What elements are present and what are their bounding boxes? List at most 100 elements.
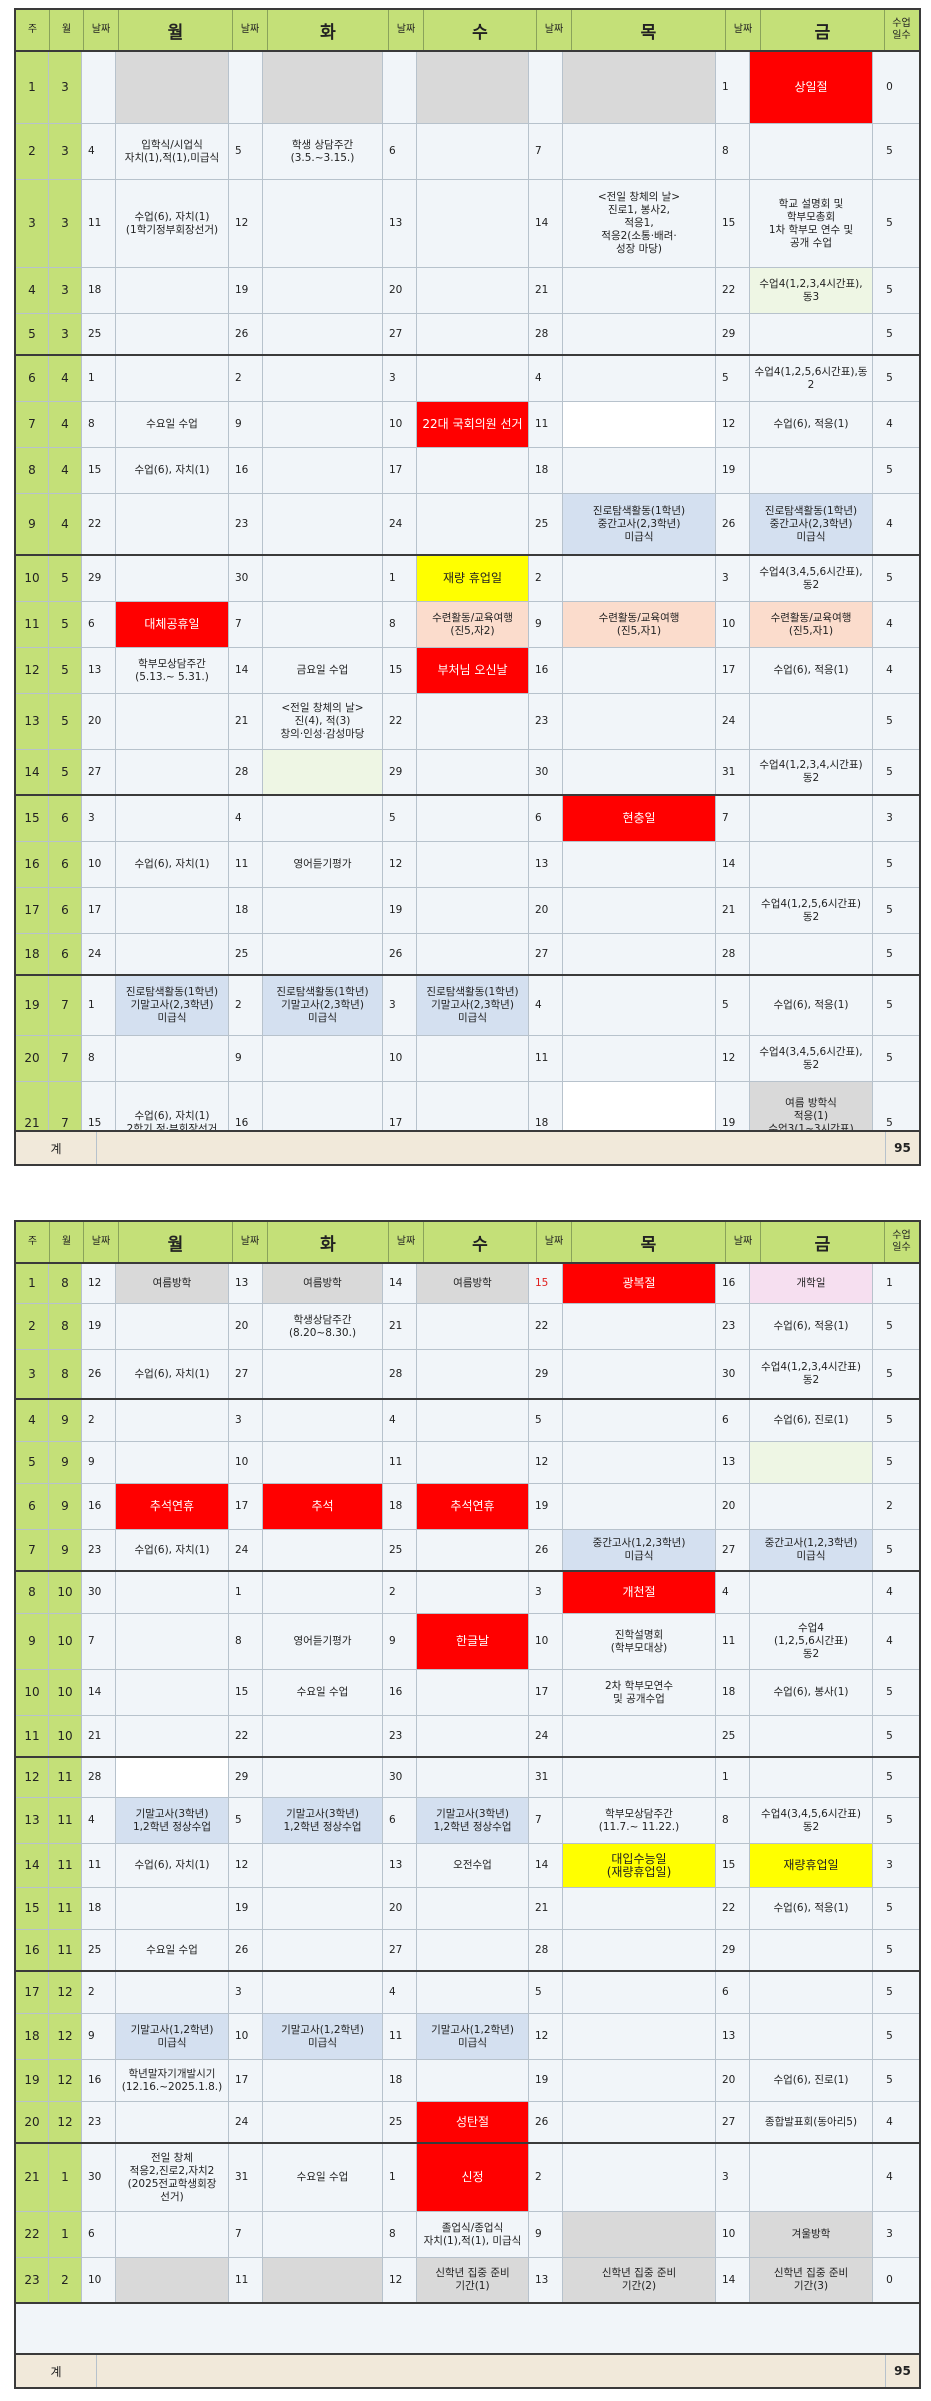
date-cell: 27: [529, 934, 563, 974]
event-cell-mon: [116, 268, 229, 313]
event-cell-fri: 수업4 (1,2,5,6시간표) 동2: [750, 1614, 873, 1669]
table-row: 20 12 23 24 25 성탄절 26 27 종합발표회(동아리5) 4: [16, 2102, 919, 2144]
week-number: 13: [16, 694, 49, 749]
table-row: 15 6 3 4 5 6 현충일 7 3: [16, 796, 919, 842]
month-number: 4: [49, 494, 82, 554]
date-cell: 10: [383, 1036, 417, 1081]
table-row: 9 10 7 8 영어듣기평가 9 한글날 10 진학설명회 (학부모대상) 11 수업4 (1,2…: [16, 1614, 919, 1670]
event-cell-mon: 수업(6), 자치(1): [116, 1530, 229, 1570]
event-cell-tue: [263, 1350, 383, 1398]
event-cell-mon: [116, 494, 229, 554]
table-row: 4 3 18 19 20 21 22 수업4(1,2,3,4시간표), 동3 5: [16, 268, 919, 314]
header-date: 날짜: [726, 10, 761, 50]
event-cell-fri: [750, 124, 873, 179]
date-cell: 6: [716, 1972, 750, 2013]
week-number: 2: [16, 1304, 49, 1349]
week-number: 11: [16, 602, 49, 647]
table-row: 6 9 16 추석연휴 17 추석 18 추석연휴 19 20 2: [16, 1484, 919, 1530]
date-cell: 12: [383, 842, 417, 887]
event-cell-thu: [563, 402, 716, 447]
class-days-count: 4: [886, 418, 893, 430]
event-cell-mon: [116, 356, 229, 401]
date-cell: 22: [716, 1888, 750, 1929]
date-cell: 11: [82, 180, 116, 267]
date-cell: 14: [716, 2258, 750, 2302]
event-cell-thu: 현충일: [563, 796, 716, 841]
date-cell: 16: [229, 1082, 263, 1164]
event-cell-thu: 신학년 집중 준비 기간(2): [563, 2258, 716, 2302]
date-cell: 17: [383, 448, 417, 493]
date-cell: 8: [383, 602, 417, 647]
date-cell: 12: [82, 1264, 116, 1303]
event-cell-tue: [263, 448, 383, 493]
date-cell: 4: [229, 796, 263, 841]
event-cell-tue: 여름방학: [263, 1264, 383, 1303]
table-row: 4 9 2 3 4 5 6 수업(6), 진로(1) 5: [16, 1400, 919, 1442]
date-cell: 30: [529, 750, 563, 794]
event-cell-thu: [563, 1350, 716, 1398]
table-row: 3 8 26 수업(6), 자치(1) 27 28 29 30 수업4(1,2,3,4시간표) …: [16, 1350, 919, 1400]
event-cell-mon: 기말고사(1,2학년) 미급식: [116, 2014, 229, 2059]
event-cell-fri: 수업(6), 봉사(1): [750, 1670, 873, 1715]
date-cell: 25: [82, 1930, 116, 1970]
date-cell: 15: [716, 180, 750, 267]
event-cell-fri: 수업(6), 진로(1): [750, 2060, 873, 2101]
date-cell: 13: [716, 1442, 750, 1483]
total-row: 계 95: [16, 2353, 919, 2387]
event-cell-thu: [563, 52, 716, 123]
event-cell-tue: [263, 796, 383, 841]
month-number: 12: [49, 2102, 82, 2142]
event-cell-mon: 수요일 수업: [116, 402, 229, 447]
event-cell-mon: 여름방학: [116, 1264, 229, 1303]
event-cell-thu: [563, 1930, 716, 1970]
event-cell-fri: 수업4(3,4,5,6시간표) 동2: [750, 1798, 873, 1843]
total-row: 계 95: [16, 1130, 919, 1164]
event-cell-tue: 금요일 수업: [263, 648, 383, 693]
event-cell-fri: [750, 934, 873, 974]
date-cell: 23: [716, 1304, 750, 1349]
event-cell-fri: 수련활동/교육여행 (진5,자1): [750, 602, 873, 647]
class-days-count: 5: [886, 372, 893, 384]
class-days-count: 1: [886, 1277, 893, 1289]
table-row: 9 4 22 23 24 25 진로탐색활동(1학년) 중간고사(2,3학년) 미급식 26 진…: [16, 494, 919, 556]
week-number: 17: [16, 1972, 49, 2013]
date-cell: 30: [229, 556, 263, 601]
event-cell-fri: [750, 1442, 873, 1483]
date-cell: 18: [529, 1082, 563, 1164]
month-number: 1: [49, 2212, 82, 2257]
event-cell-thu: 광복절: [563, 1264, 716, 1303]
event-cell-mon: [116, 1972, 229, 2013]
class-days-count: 5: [886, 1116, 893, 1129]
table-header: 주 월 날짜 월 날짜 화 날짜 수 날짜 목 날짜 금 수업 일수: [16, 10, 919, 52]
header-month: 월: [50, 1222, 84, 1262]
date-cell: 8: [82, 1036, 116, 1081]
event-cell-wed: [417, 842, 529, 887]
class-days-count: 5: [886, 1771, 893, 1783]
week-number: 3: [16, 180, 49, 267]
header-wed: 수: [424, 10, 537, 50]
header-fri: 금: [761, 1222, 885, 1262]
date-cell: 4: [529, 976, 563, 1035]
date-cell: 15: [229, 1670, 263, 1715]
date-cell: 9: [529, 602, 563, 647]
week-number: 6: [16, 356, 49, 401]
date-cell: 29: [716, 314, 750, 354]
date-cell: 4: [82, 1798, 116, 1843]
month-number: 7: [49, 976, 82, 1035]
date-cell: 27: [383, 314, 417, 354]
class-days-count: 5: [886, 765, 893, 778]
week-number: 16: [16, 842, 49, 887]
event-cell-tue: [263, 1888, 383, 1929]
class-days-count: 0: [886, 81, 893, 93]
event-cell-mon: [116, 1442, 229, 1483]
header-week: 주: [16, 1222, 50, 1262]
table-row: 23 2 10 11 12 신학년 집중 준비 기간(1) 13 신학년 집중 준비 기간(2…: [16, 2258, 919, 2304]
date-cell: 3: [383, 356, 417, 401]
event-cell-tue: [263, 1972, 383, 2013]
event-cell-fri: [750, 842, 873, 887]
header-thu: 목: [572, 10, 726, 50]
date-cell: 26: [383, 934, 417, 974]
date-cell: 19: [383, 888, 417, 933]
event-cell-mon: [116, 1572, 229, 1613]
event-cell-fri: 재량휴업일: [750, 1844, 873, 1887]
